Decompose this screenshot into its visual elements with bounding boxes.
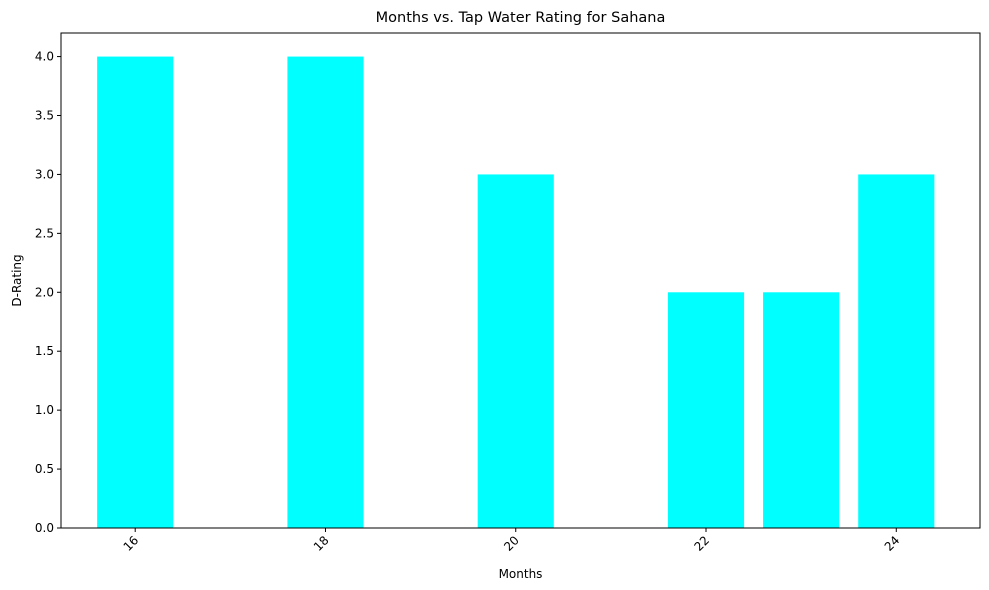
x-tick-label: 22 xyxy=(691,533,712,554)
x-tick-label: 18 xyxy=(311,533,332,554)
y-axis-label: D-Rating xyxy=(10,254,24,306)
bar-18 xyxy=(287,56,364,528)
bars-group xyxy=(97,56,935,528)
bar-16 xyxy=(97,56,174,528)
x-axis-ticks: 16 18 20 22 24 xyxy=(121,528,903,554)
y-tick-label: 0.5 xyxy=(35,462,54,476)
y-tick-label: 3.0 xyxy=(35,167,54,181)
y-tick-label: 1.5 xyxy=(35,344,54,358)
bar-22 xyxy=(667,292,745,528)
x-tick-label: 16 xyxy=(121,533,142,554)
y-tick-label: 4.0 xyxy=(35,50,54,64)
plot-frame xyxy=(60,32,981,529)
y-tick-label: 2.0 xyxy=(35,285,54,299)
bar-24 xyxy=(858,174,935,528)
y-tick-label: 3.5 xyxy=(35,109,54,123)
y-axis-ticks: 0.0 0.5 1.0 1.5 2.0 2.5 3.0 3.5 4.0 xyxy=(35,50,61,535)
y-tick-label: 0.0 xyxy=(35,521,54,535)
x-axis-label: Months xyxy=(499,567,543,581)
y-tick-label: 2.5 xyxy=(35,226,54,240)
bar-20 xyxy=(477,174,554,528)
bar-23 xyxy=(763,292,840,528)
y-tick-label: 1.0 xyxy=(35,403,54,417)
x-tick-label: 24 xyxy=(882,533,903,554)
chart-title: Months vs. Tap Water Rating for Sahana xyxy=(376,10,666,26)
x-tick-label: 20 xyxy=(501,533,522,554)
